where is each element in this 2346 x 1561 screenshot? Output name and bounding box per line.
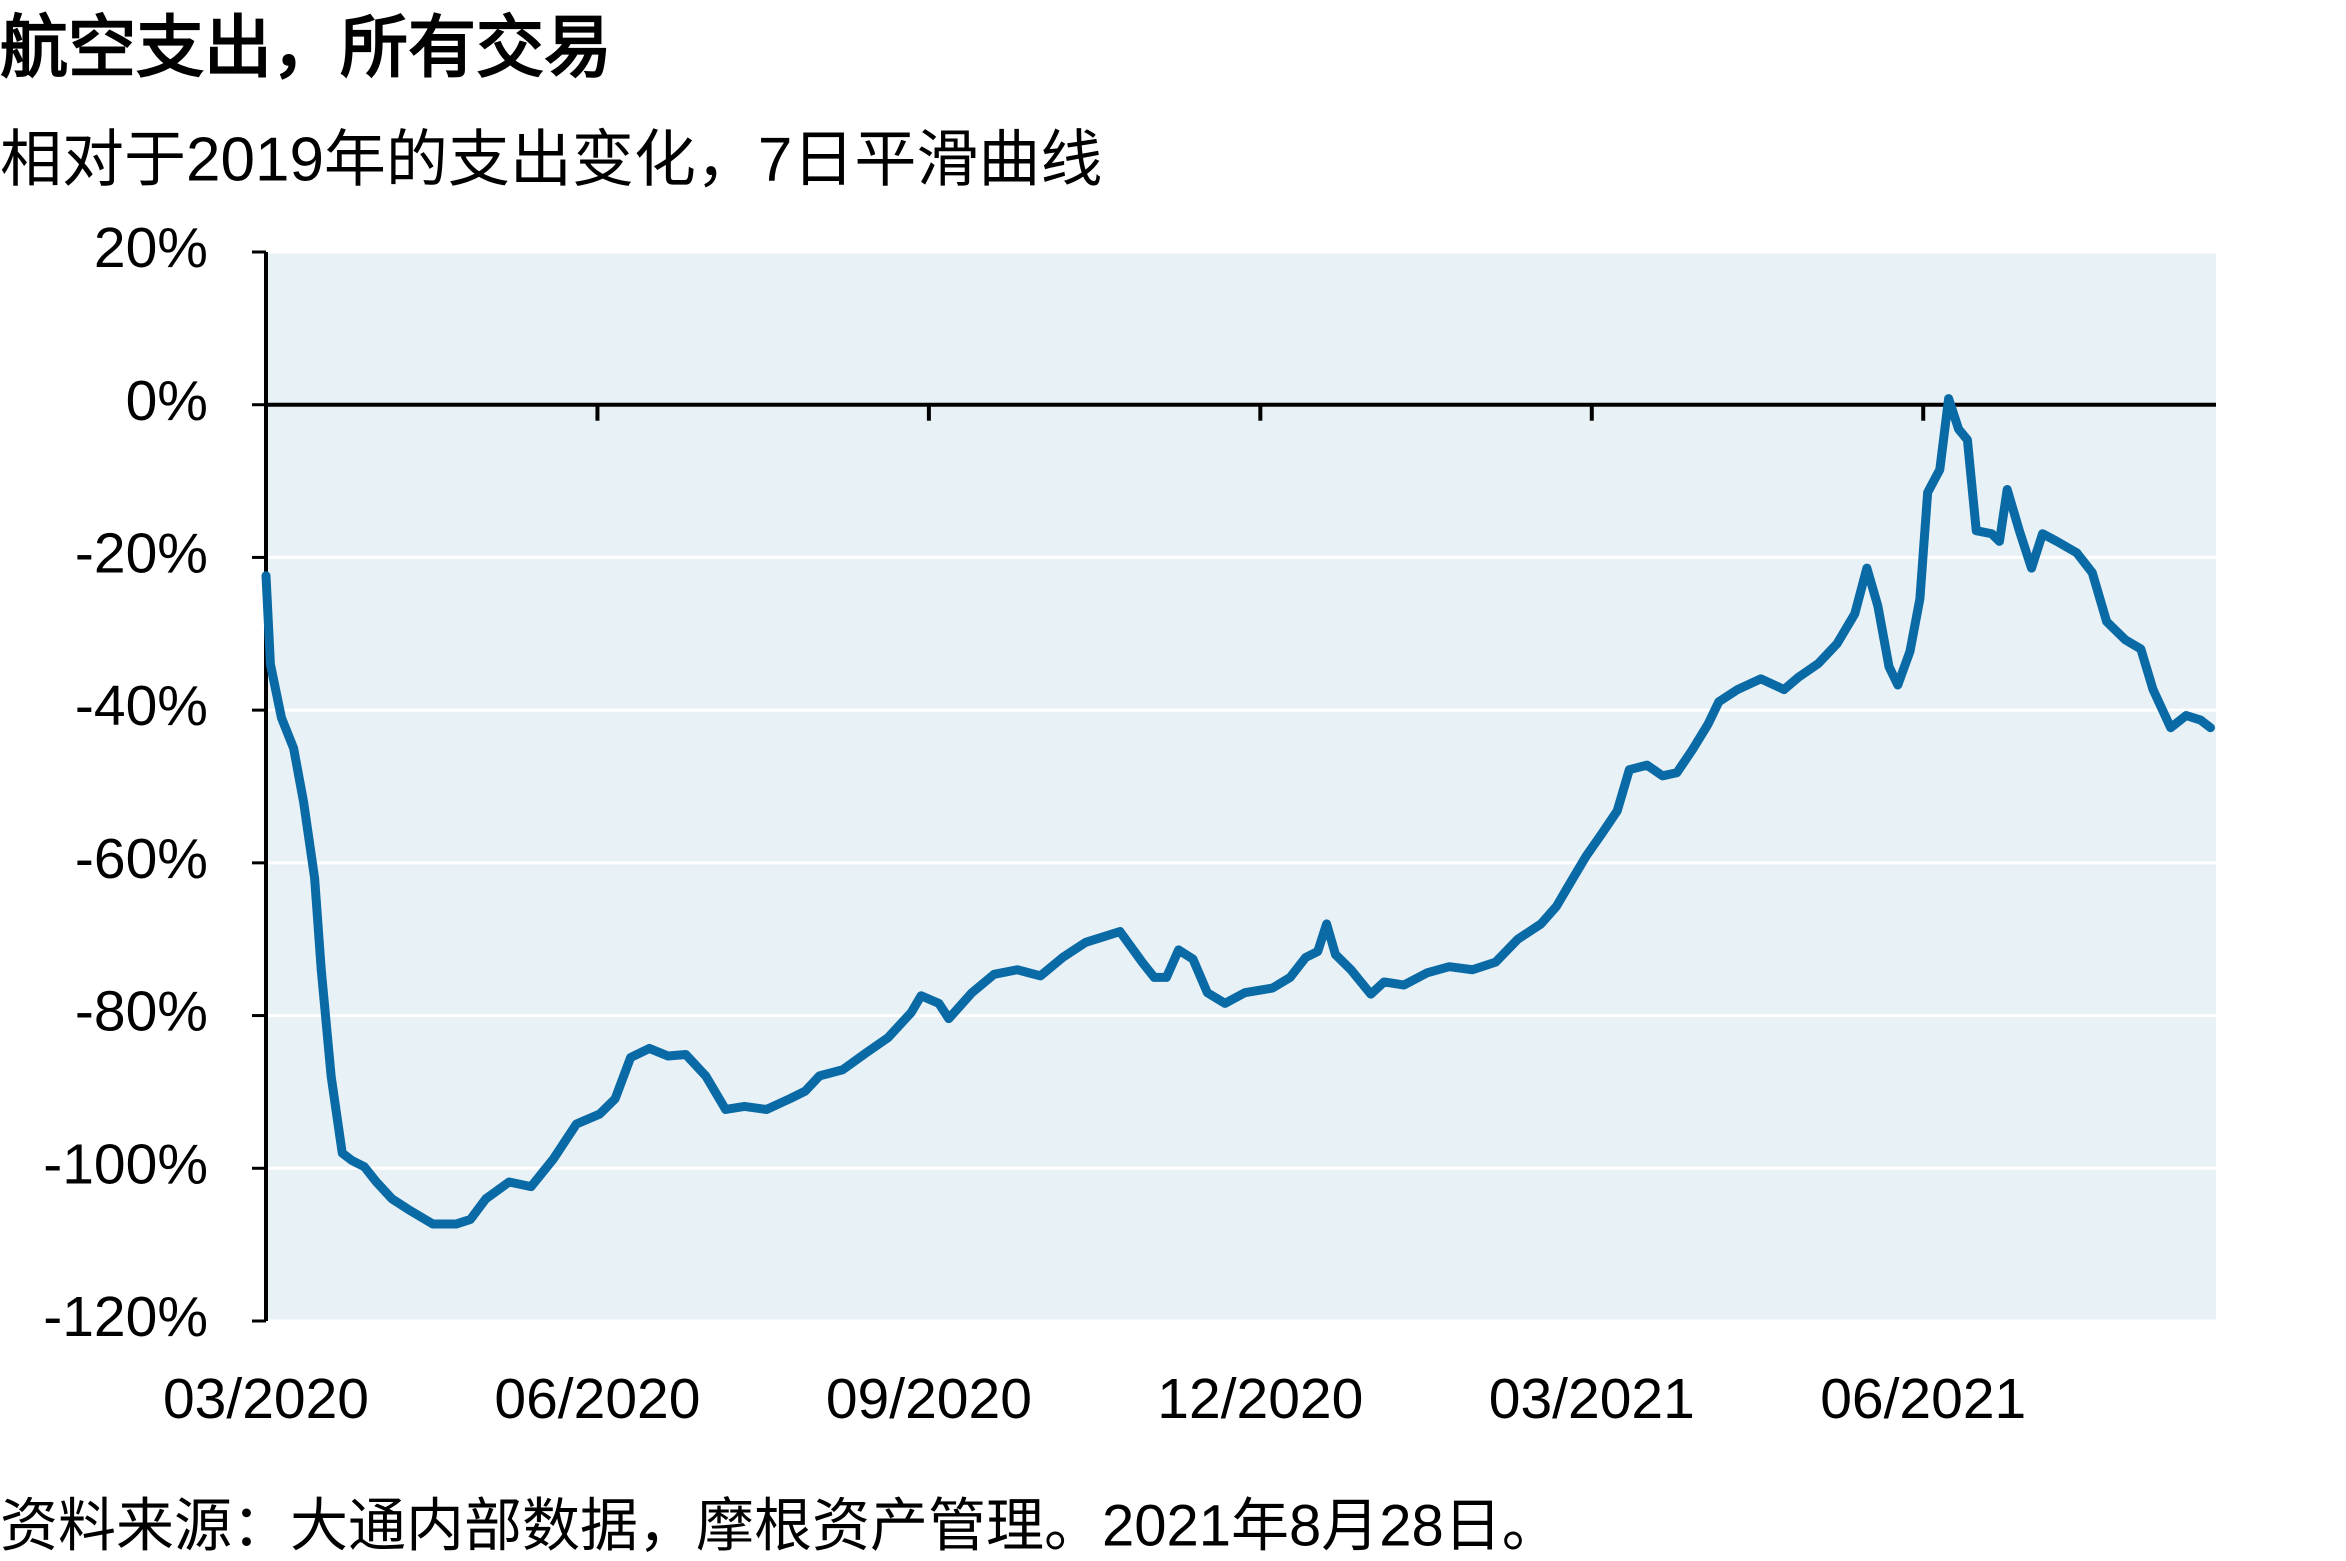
x-tick-label: 03/2021 [1489,1367,1695,1431]
y-tick-label: -100% [43,1132,208,1196]
chart-title: 航空支出，所有交易 [0,10,612,86]
x-tick-label: 06/2021 [1820,1367,2026,1431]
y-tick-label: -120% [43,1285,208,1349]
y-tick-label: -60% [75,827,208,891]
data-line [261,394,2215,1229]
source-note: 资料来源：大通内部数据，摩根资产管理。2021年8月28日。 [0,1493,1560,1558]
x-tick-label: 03/2020 [163,1367,369,1431]
y-tick-label: -80% [75,980,208,1044]
y-tick-label: -40% [75,674,208,738]
y-tick-label: 0% [126,369,208,433]
x-tick-label: 06/2020 [494,1367,700,1431]
y-tick-label: 20% [94,216,208,280]
x-tick-label: 09/2020 [826,1367,1032,1431]
plot-background [266,252,2216,1321]
y-tick-label: -20% [75,521,208,585]
x-tick-label: 12/2020 [1157,1367,1363,1431]
chart-subtitle: 相对于2019年的支出变化，7日平滑曲线 [0,125,1102,194]
